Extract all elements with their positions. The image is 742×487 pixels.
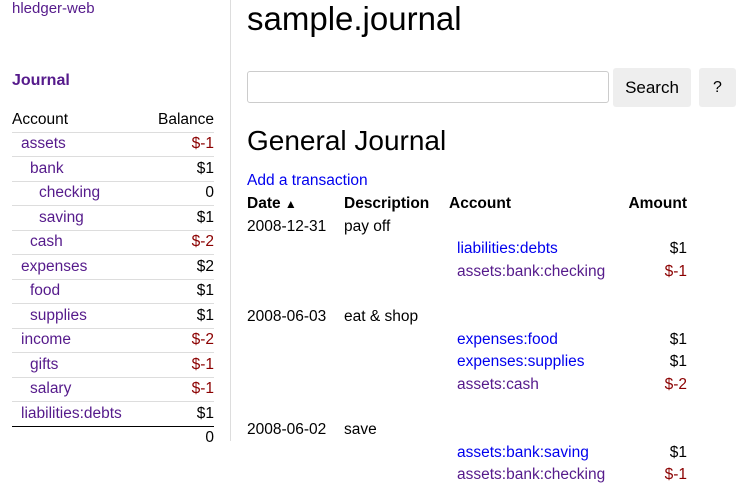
transaction-date: 2008-06-02 — [247, 421, 327, 439]
transaction-description: save — [344, 421, 377, 439]
posting-account-link[interactable]: expenses:food — [457, 330, 558, 348]
journal-table: Date ▲ Description Account Amount 2008-1… — [247, 193, 687, 487]
page-title: sample.journal — [247, 0, 462, 37]
balance-header: Balance — [157, 110, 214, 128]
posting-amount: $-1 — [664, 262, 687, 280]
chevron-up-icon: ▲ — [284, 197, 297, 212]
posting-row: expenses:food $1 — [247, 329, 687, 352]
accounts-table: Account Balance assets $-1 bank $1 checking 0 s… — [12, 108, 214, 450]
account-row: gifts $-1 — [12, 352, 214, 377]
search-input[interactable] — [247, 71, 609, 103]
account-link[interactable]: saving — [39, 208, 84, 226]
transaction-row: 2008-06-02 save — [247, 419, 687, 442]
posting-row: assets:bank:checking $-1 — [247, 464, 687, 487]
account-row: expenses $2 — [12, 254, 214, 279]
account-row: saving $1 — [12, 205, 214, 230]
account-row: salary $-1 — [12, 376, 214, 402]
transaction-date: 2008-06-03 — [247, 308, 327, 326]
transaction-row: 2008-06-03 eat & shop — [247, 306, 687, 329]
help-button[interactable]: ? — [699, 68, 736, 107]
posting-amount: $-1 — [664, 466, 687, 484]
account-row: food $1 — [12, 278, 214, 304]
account-balance: $-2 — [145, 229, 214, 255]
account-link[interactable]: food — [30, 282, 61, 300]
posting-account-link[interactable]: liabilities:debts — [457, 240, 558, 258]
date-header-label: Date — [247, 195, 281, 213]
date-header[interactable]: Date ▲ — [247, 193, 344, 216]
transaction-row: 2008-12-31 pay off — [247, 216, 687, 239]
account-link[interactable]: gifts — [30, 355, 59, 373]
journal-link[interactable]: Journal — [12, 72, 70, 89]
posting-account-link[interactable]: assets:bank:checking — [457, 466, 606, 484]
account-balance: $-1 — [145, 352, 214, 377]
account-row: checking 0 — [12, 180, 214, 206]
transaction-description: pay off — [344, 217, 391, 235]
account-balance: $-1 — [145, 376, 214, 402]
sidebar: hledger-web Journal Account Balance asset… — [0, 0, 231, 450]
posting-row: liabilities:debts $1 — [247, 238, 687, 261]
posting-account-link[interactable]: assets:cash — [457, 375, 539, 393]
search-button[interactable]: Search — [613, 68, 691, 107]
journal-heading: General Journal — [247, 125, 447, 156]
account-link[interactable]: expenses — [21, 257, 88, 275]
account-link[interactable]: checking — [39, 184, 101, 202]
account-balance: $1 — [145, 278, 214, 304]
posting-amount: $1 — [669, 443, 687, 461]
posting-amount: $1 — [669, 330, 687, 348]
account-balance: $-1 — [145, 131, 214, 157]
account-link[interactable]: cash — [30, 233, 63, 251]
account-link[interactable]: income — [21, 331, 71, 349]
posting-account-link[interactable]: assets:bank:checking — [457, 262, 606, 280]
account-balance: $2 — [145, 254, 214, 279]
posting-row: assets:cash $-2 — [247, 374, 687, 397]
account-balance: $1 — [145, 401, 214, 426]
account-row: bank $1 — [12, 156, 214, 181]
total-balance: 0 — [145, 425, 214, 450]
account-balance: $1 — [145, 205, 214, 230]
posting-amount: $-2 — [664, 375, 687, 393]
description-header: Description — [344, 195, 430, 213]
account-link[interactable]: supplies — [30, 306, 87, 324]
account-balance: $1 — [145, 156, 214, 181]
posting-amount: $1 — [669, 240, 687, 258]
account-balance: $-2 — [145, 327, 214, 353]
account-link[interactable]: liabilities:debts — [21, 404, 122, 422]
posting-account-link[interactable]: expenses:supplies — [457, 353, 585, 371]
posting-row: assets:bank:checking $-1 — [247, 261, 687, 284]
transaction-description: eat & shop — [344, 308, 419, 326]
account-balance: 0 — [145, 180, 214, 206]
posting-row: assets:bank:saving $1 — [247, 442, 687, 465]
account-row: cash $-2 — [12, 229, 214, 255]
add-transaction-link[interactable]: Add a transaction — [247, 172, 368, 189]
account-balance: $1 — [145, 303, 214, 328]
posting-amount: $1 — [669, 353, 687, 371]
amount-header: Amount — [628, 195, 687, 213]
account-row: supplies $1 — [12, 303, 214, 328]
posting-row: expenses:supplies $1 — [247, 351, 687, 374]
posting-account-link[interactable]: assets:bank:saving — [457, 443, 589, 461]
account-header: Account — [449, 195, 511, 213]
account-link[interactable]: bank — [30, 159, 64, 177]
account-header: Account — [12, 110, 69, 128]
account-row: income $-2 — [12, 327, 214, 353]
account-link[interactable]: salary — [30, 380, 72, 398]
account-row: assets $-1 — [12, 131, 214, 157]
brand-link[interactable]: hledger-web — [12, 0, 95, 17]
account-row: liabilities:debts $1 — [12, 401, 214, 426]
account-link[interactable]: assets — [21, 135, 66, 153]
transaction-date: 2008-12-31 — [247, 217, 327, 235]
